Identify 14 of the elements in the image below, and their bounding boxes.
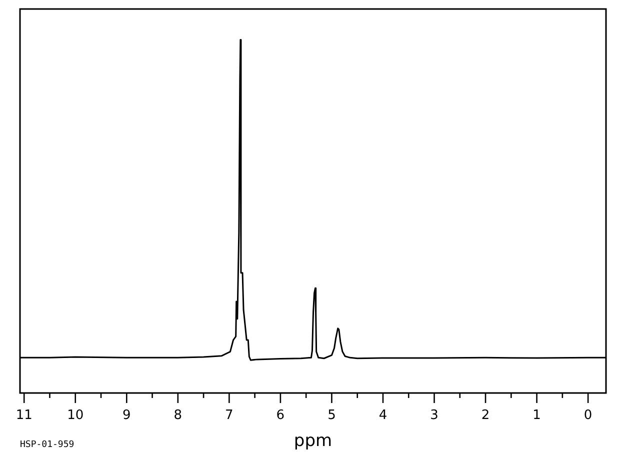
x-tick-label: 5 — [328, 408, 336, 424]
x-tick-label: 7 — [225, 408, 234, 424]
x-tick-label: 8 — [174, 408, 182, 424]
x-tick-label: 2 — [481, 408, 490, 424]
x-tick-label: 4 — [378, 408, 388, 424]
x-tick-label: 3 — [430, 408, 438, 424]
x-tick-label: 0 — [584, 408, 592, 424]
x-tick-label: 6 — [276, 408, 285, 424]
x-tick-label: 11 — [16, 408, 32, 424]
text: HSP-01-959 — [20, 440, 74, 450]
x-tick-label: 10 — [67, 408, 84, 424]
x-tick-label: 1 — [532, 408, 541, 424]
x-tick-label: 9 — [122, 408, 131, 424]
x-axis-title: ppm — [294, 431, 332, 452]
